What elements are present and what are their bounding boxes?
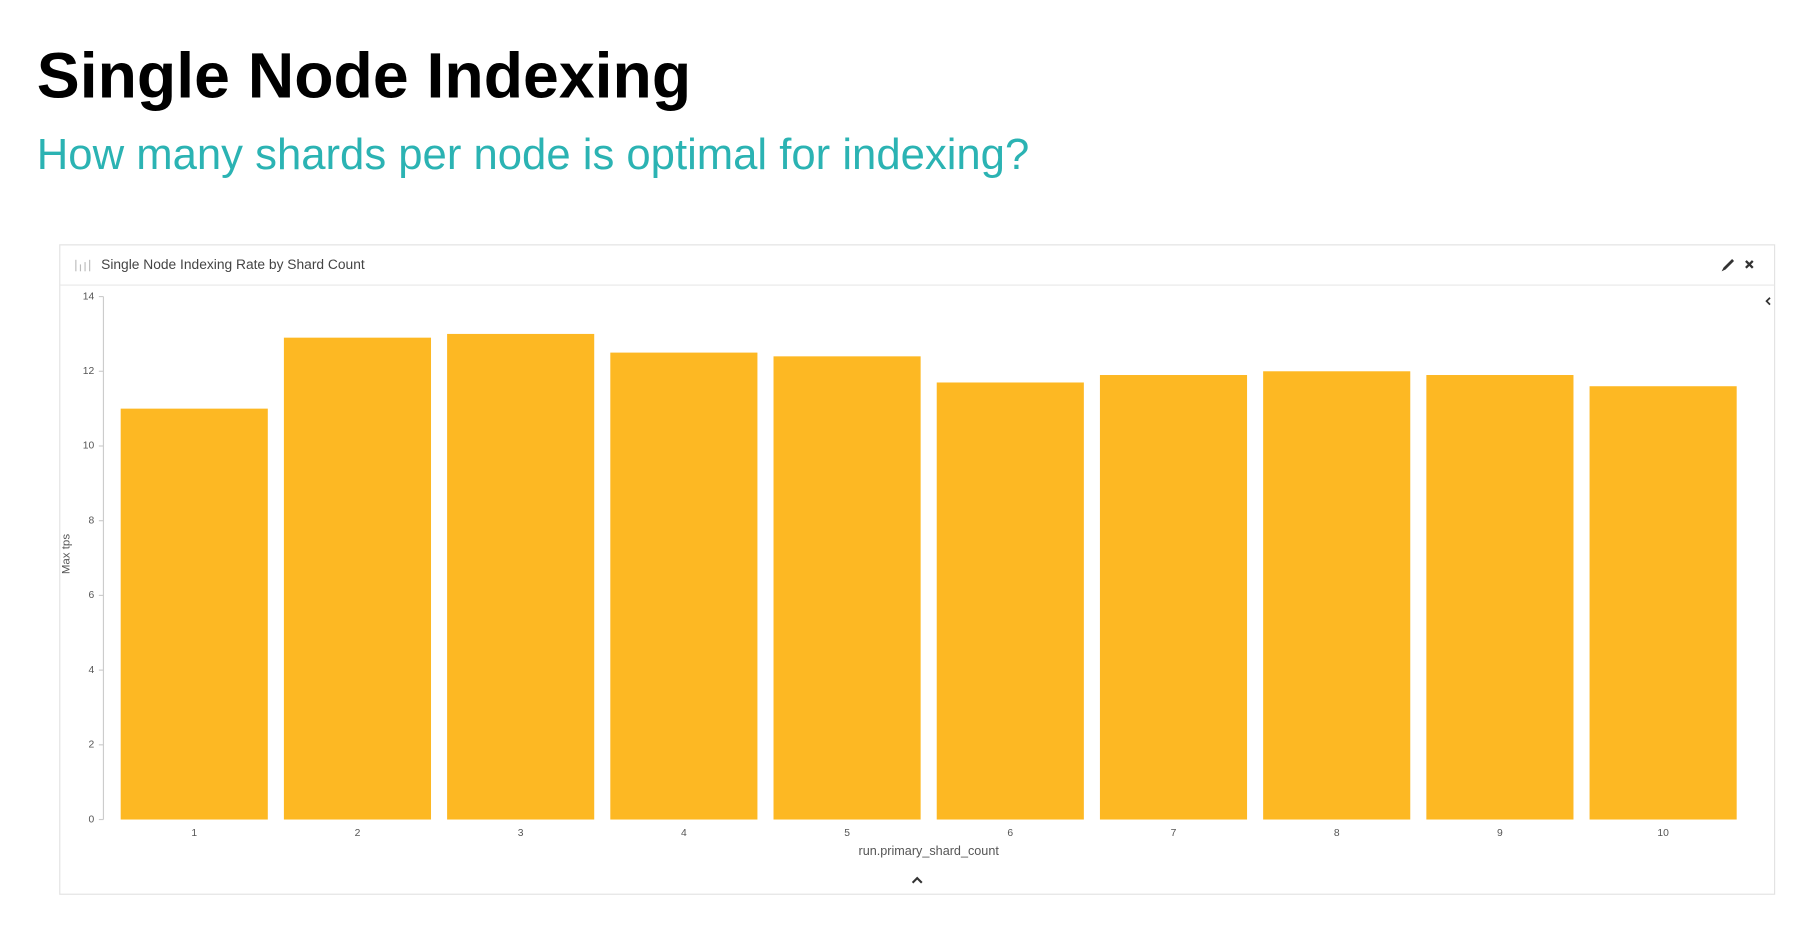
bar [283, 337, 432, 820]
x-tick-label: 4 [681, 828, 687, 839]
collapse-toggle[interactable] [911, 876, 923, 884]
close-button[interactable] [1745, 260, 1754, 269]
bar [1589, 386, 1737, 820]
y-tick-label: 12 [83, 366, 95, 377]
y-tick-label: 6 [88, 590, 94, 601]
x-tick-label: 2 [355, 828, 361, 839]
x-tick-label: 5 [844, 828, 850, 839]
bar [610, 352, 758, 820]
x-tick-label: 6 [1007, 828, 1013, 839]
bar [120, 408, 268, 820]
x-tick-label: 3 [518, 828, 524, 839]
slide-title: Single Node Indexing [37, 39, 691, 111]
panel-title: Single Node Indexing Rate by Shard Count [101, 257, 365, 272]
bar [1263, 371, 1411, 820]
x-tick-label: 1 [191, 828, 197, 839]
edit-button[interactable] [1721, 258, 1735, 272]
legend-toggle[interactable] [1765, 297, 1771, 306]
x-axis-title: run.primary_shard_count [859, 844, 1000, 858]
y-tick-label: 10 [83, 441, 95, 452]
bar [447, 333, 595, 820]
bar [773, 356, 921, 820]
y-tick-label: 2 [88, 740, 94, 751]
y-tick-label: 14 [83, 291, 95, 302]
x-tick-label: 7 [1171, 828, 1177, 839]
x-tick-label: 8 [1334, 828, 1340, 839]
bar [936, 382, 1084, 820]
x-tick-label: 9 [1497, 828, 1503, 839]
bar [1099, 375, 1248, 820]
slide-subtitle: How many shards per node is optimal for … [37, 130, 1029, 179]
panel-icon [75, 259, 91, 272]
bar [1426, 375, 1574, 820]
y-axis-title: Max tps [61, 534, 73, 574]
y-tick-label: 8 [88, 515, 94, 526]
y-tick-label: 4 [88, 665, 94, 676]
y-tick-label: 0 [88, 814, 94, 825]
x-tick-label: 10 [1657, 828, 1669, 839]
